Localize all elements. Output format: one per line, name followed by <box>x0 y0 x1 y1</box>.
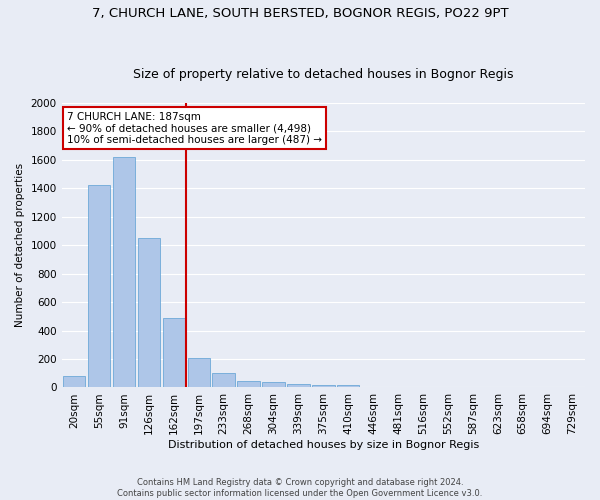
X-axis label: Distribution of detached houses by size in Bognor Regis: Distribution of detached houses by size … <box>168 440 479 450</box>
Bar <box>287 384 310 388</box>
Bar <box>63 376 85 388</box>
Title: Size of property relative to detached houses in Bognor Regis: Size of property relative to detached ho… <box>133 68 514 81</box>
Bar <box>337 386 359 388</box>
Bar <box>188 358 210 388</box>
Text: Contains HM Land Registry data © Crown copyright and database right 2024.
Contai: Contains HM Land Registry data © Crown c… <box>118 478 482 498</box>
Bar <box>262 382 285 388</box>
Bar <box>113 157 135 388</box>
Bar <box>312 384 335 388</box>
Bar <box>137 238 160 388</box>
Bar <box>238 381 260 388</box>
Text: 7 CHURCH LANE: 187sqm
← 90% of detached houses are smaller (4,498)
10% of semi-d: 7 CHURCH LANE: 187sqm ← 90% of detached … <box>67 112 322 144</box>
Bar <box>212 372 235 388</box>
Bar <box>88 186 110 388</box>
Text: 7, CHURCH LANE, SOUTH BERSTED, BOGNOR REGIS, PO22 9PT: 7, CHURCH LANE, SOUTH BERSTED, BOGNOR RE… <box>92 8 508 20</box>
Bar <box>163 318 185 388</box>
Y-axis label: Number of detached properties: Number of detached properties <box>15 163 25 328</box>
